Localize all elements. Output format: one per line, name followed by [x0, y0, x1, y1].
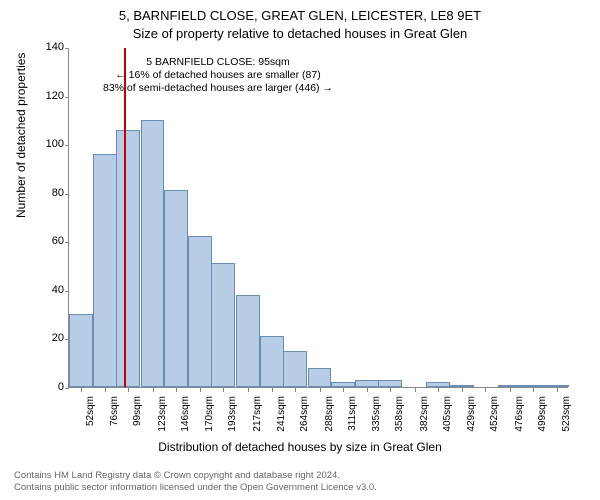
page-title: 5, BARNFIELD CLOSE, GREAT GLEN, LEICESTE…: [0, 8, 600, 23]
annotation-line-3: 83% of semi-detached houses are larger (…: [103, 82, 333, 95]
annotation-line-2: ← 16% of detached houses are smaller (87…: [103, 69, 333, 82]
x-tick-label: 452sqm: [489, 396, 500, 440]
histogram-bar: [355, 380, 379, 387]
x-tick-label: 193sqm: [227, 396, 238, 440]
x-tick-label: 217sqm: [252, 396, 263, 440]
x-tick-label: 429sqm: [466, 396, 477, 440]
plot-area: 5 BARNFIELD CLOSE: 95sqm ← 16% of detach…: [68, 48, 568, 388]
histogram-bar: [378, 380, 402, 387]
y-tick-label: 120: [29, 90, 64, 102]
y-tick-label: 20: [29, 332, 64, 344]
histogram-bar: [426, 382, 450, 387]
y-tick-label: 100: [29, 138, 64, 150]
x-tick-label: 264sqm: [299, 396, 310, 440]
histogram-bar: [141, 120, 165, 387]
histogram-bar: [69, 314, 93, 387]
marker-annotation: 5 BARNFIELD CLOSE: 95sqm ← 16% of detach…: [99, 54, 337, 97]
footer-credits: Contains HM Land Registry data © Crown c…: [14, 470, 377, 494]
histogram-bar: [164, 190, 188, 387]
footer-line-2: Contains public sector information licen…: [14, 482, 377, 494]
y-tick-label: 80: [29, 187, 64, 199]
x-tick-label: 335sqm: [371, 396, 382, 440]
x-tick-label: 499sqm: [537, 396, 548, 440]
x-tick-label: 311sqm: [347, 396, 358, 440]
histogram-bar: [521, 385, 545, 387]
x-tick-label: 146sqm: [180, 396, 191, 440]
annotation-line-1: 5 BARNFIELD CLOSE: 95sqm: [103, 56, 333, 69]
histogram-bar: [93, 154, 117, 387]
footer-line-1: Contains HM Land Registry data © Crown c…: [14, 470, 377, 482]
histogram-bar: [498, 385, 522, 387]
x-tick-label: 52sqm: [85, 396, 96, 440]
histogram-bar: [331, 382, 355, 387]
marker-line: [124, 48, 126, 387]
x-tick-label: 123sqm: [157, 396, 168, 440]
page-subtitle: Size of property relative to detached ho…: [0, 26, 600, 41]
histogram-bar: [188, 236, 212, 387]
histogram-bar: [260, 336, 284, 387]
x-tick-label: 405sqm: [442, 396, 453, 440]
histogram-bar: [236, 295, 260, 387]
x-tick-label: 358sqm: [394, 396, 405, 440]
y-tick-label: 140: [29, 41, 64, 53]
y-tick-label: 0: [29, 381, 64, 393]
chart-container: 5, BARNFIELD CLOSE, GREAT GLEN, LEICESTE…: [0, 0, 600, 500]
x-tick-label: 241sqm: [276, 396, 287, 440]
histogram-bar: [308, 368, 332, 387]
histogram-bar: [211, 263, 235, 387]
y-axis-label: Number of detached properties: [14, 53, 28, 218]
histogram-bar: [450, 385, 474, 387]
x-tick-label: 170sqm: [204, 396, 215, 440]
histogram-bar: [116, 130, 140, 387]
x-tick-label: 523sqm: [561, 396, 572, 440]
histogram-bar: [545, 385, 569, 387]
x-tick-label: 99sqm: [132, 396, 143, 440]
x-tick-label: 288sqm: [324, 396, 335, 440]
y-tick-label: 60: [29, 235, 64, 247]
x-axis-label: Distribution of detached houses by size …: [0, 440, 600, 454]
x-tick-label: 76sqm: [109, 396, 120, 440]
x-tick-label: 382sqm: [419, 396, 430, 440]
histogram-bar: [283, 351, 307, 387]
y-tick-label: 40: [29, 284, 64, 296]
x-tick-label: 476sqm: [514, 396, 525, 440]
